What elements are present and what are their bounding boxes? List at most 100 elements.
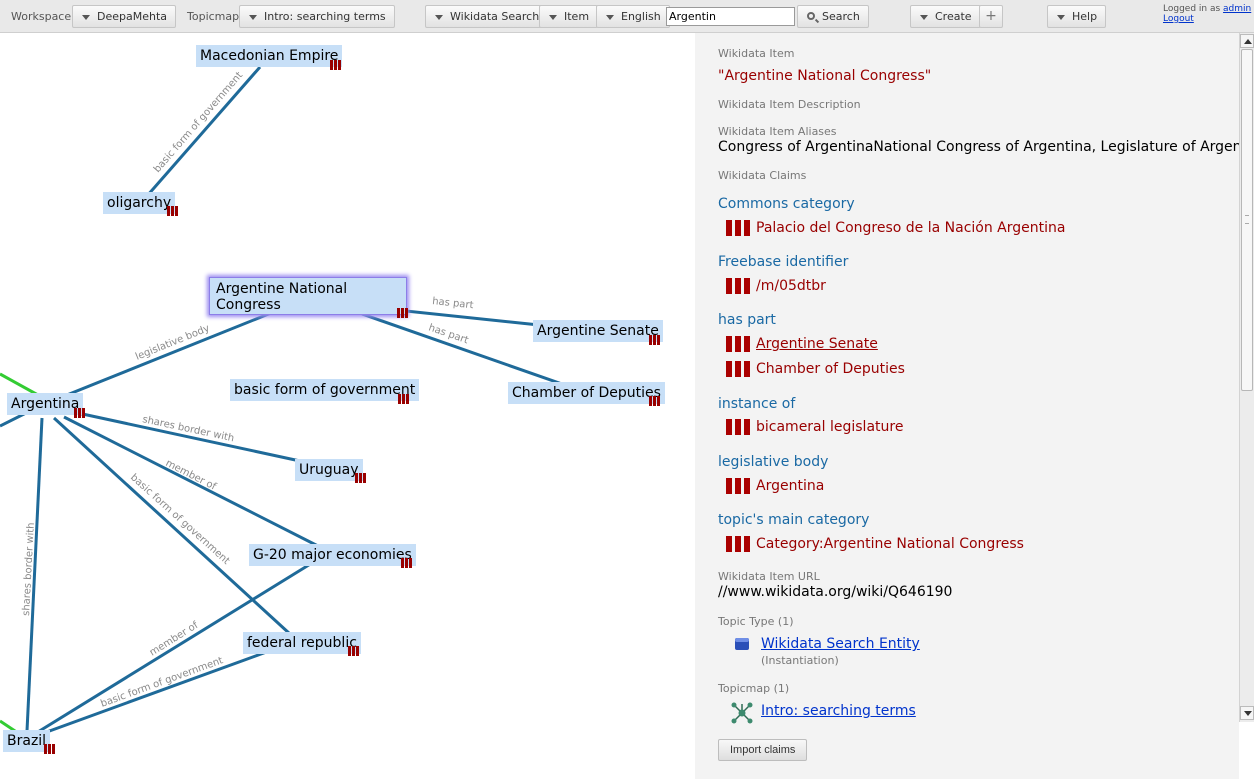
chevron-down-icon [82,15,90,20]
search-button-label: Search [822,10,860,23]
topicmap-canvas[interactable]: basic form of government has part has pa… [0,33,695,779]
assoc-label: member of [164,458,218,493]
item-type-menu[interactable]: Item [539,5,599,28]
logout-link[interactable]: Logout [1163,14,1194,24]
topic-macedonian-empire[interactable]: Macedonian Empire [196,45,343,67]
topic-g20-major-economies[interactable]: G-20 major economies [249,544,416,566]
wikidata-item-icon [726,220,750,236]
topic-federal-republic[interactable]: federal republic [243,632,361,654]
chevron-down-icon [249,15,257,20]
topic-uruguay[interactable]: Uruguay [295,459,363,481]
search-button[interactable]: Search [797,5,869,28]
aliases-field-label: Wikidata Item Aliases [718,125,837,138]
search-icon [807,12,815,20]
assoc-label: basic form of government [128,472,232,567]
item-type-label: Item [564,10,590,23]
wikidata-item-icon [726,278,750,294]
topicmap-label: Topicmap [187,10,240,23]
scroll-down-arrow-icon[interactable] [1240,706,1254,720]
detail-scrollbar[interactable] [1239,33,1254,722]
scroll-thumb[interactable] [1241,49,1253,391]
chevron-down-icon [435,15,443,20]
topic-type-link[interactable]: Wikidata Search Entity [761,636,920,652]
claim-value-label: /m/05dtbr [756,278,826,294]
claim-value-label: Argentine Senate [756,336,878,352]
assoc-label: member of [148,620,201,659]
wikidata-item-icon [397,308,409,318]
claim-property: has part [718,312,776,328]
scroll-up-arrow-icon[interactable] [1240,34,1254,48]
assoc-line[interactable] [145,66,262,197]
topic-basic-form-of-government[interactable]: basic form of government [230,379,420,401]
language-label: English [621,10,661,23]
claim-property: Freebase identifier [718,254,849,270]
workspace-menu-label: DeepaMehta [97,10,168,23]
wikidata-item-icon [355,473,367,483]
aliases-value: Congress of ArgentinaNational Congress o… [718,139,1239,155]
assoc-label: has part [432,296,474,311]
chevron-down-icon [606,15,614,20]
claim-property: topic's main category [718,512,870,528]
search-input[interactable] [666,7,795,26]
create-menu[interactable]: Create [910,5,981,28]
workspace-label: Workspace [11,10,72,23]
topicmap-link[interactable]: Intro: searching terms [761,703,916,719]
wikidata-item-icon [726,336,750,352]
assoc-line[interactable] [361,312,563,386]
assoc-line[interactable] [32,648,273,739]
assoc-label: shares border with [21,522,37,616]
topic-type-sub: (Instantiation) [761,654,839,667]
help-menu[interactable]: Help [1047,5,1107,28]
topic-oligarchy[interactable]: oligarchy [103,192,176,214]
chevron-down-icon [1057,15,1065,20]
grip-icon [1245,215,1249,224]
claim-property: legislative body [718,454,829,470]
wikidata-item-icon [726,478,750,494]
assoc-line[interactable] [25,417,44,732]
claim-value-label: Argentina [756,478,825,494]
wikidata-item-icon [398,394,410,404]
claim-property: Commons category [718,196,855,212]
topic-brazil[interactable]: Brazil [3,730,51,752]
association-lines: basic form of government has part has pa… [0,66,563,739]
assoc-line-green[interactable] [0,372,39,397]
assoc-line[interactable] [63,415,319,548]
wikidata-item-icon [726,361,750,377]
topicmap-field-label: Topicmap (1) [718,682,790,695]
wikidata-item-icon [649,396,661,406]
language-menu[interactable]: English [596,5,670,28]
chevron-down-icon [549,15,557,20]
wikidata-item-icon [348,646,360,656]
import-claims-button[interactable]: Import claims [718,739,808,761]
assoc-line[interactable] [63,408,301,463]
url-field-label: Wikidata Item URL [718,570,820,583]
wikidata-item-icon [330,60,342,70]
search-type-menu[interactable]: Wikidata Search [425,5,549,28]
topic-argentina[interactable]: Argentina [7,393,84,415]
claim-property: instance of [718,396,796,412]
search-type-label: Wikidata Search [450,10,540,23]
create-menu-label: Create [935,10,972,23]
user-link[interactable]: admin [1223,4,1252,14]
login-status: Logged in as admin Logout [1163,4,1251,24]
wikidata-item-icon [401,558,413,568]
claims-field-label: Wikidata Claims [718,169,807,182]
assoc-line[interactable] [41,309,277,407]
workspace-menu[interactable]: DeepaMehta [72,5,177,28]
topic-argentine-national-congress[interactable]: Argentine National Congress [209,277,407,315]
add-button[interactable]: + [979,5,1003,28]
topic-argentine-senate[interactable]: Argentine Senate [533,320,663,342]
topic-type-icon [735,638,749,650]
topic-chamber-of-deputies[interactable]: Chamber of Deputies [508,382,665,404]
assoc-line[interactable] [32,561,313,737]
item-value: "Argentine National Congress" [718,68,932,84]
claim-value-label: Category:Argentine National Congress [756,536,1024,552]
claim-value-label: bicameral legislature [756,419,904,435]
plus-icon: + [985,8,997,24]
topicmap-menu-label: Intro: searching terms [264,10,386,23]
assoc-label: basic form of government [152,70,245,175]
assoc-line[interactable] [52,416,292,636]
item-field-label: Wikidata Item [718,47,795,60]
claim-value-label: Palacio del Congreso de la Nación Argent… [756,220,1066,236]
topicmap-menu[interactable]: Intro: searching terms [239,5,395,28]
